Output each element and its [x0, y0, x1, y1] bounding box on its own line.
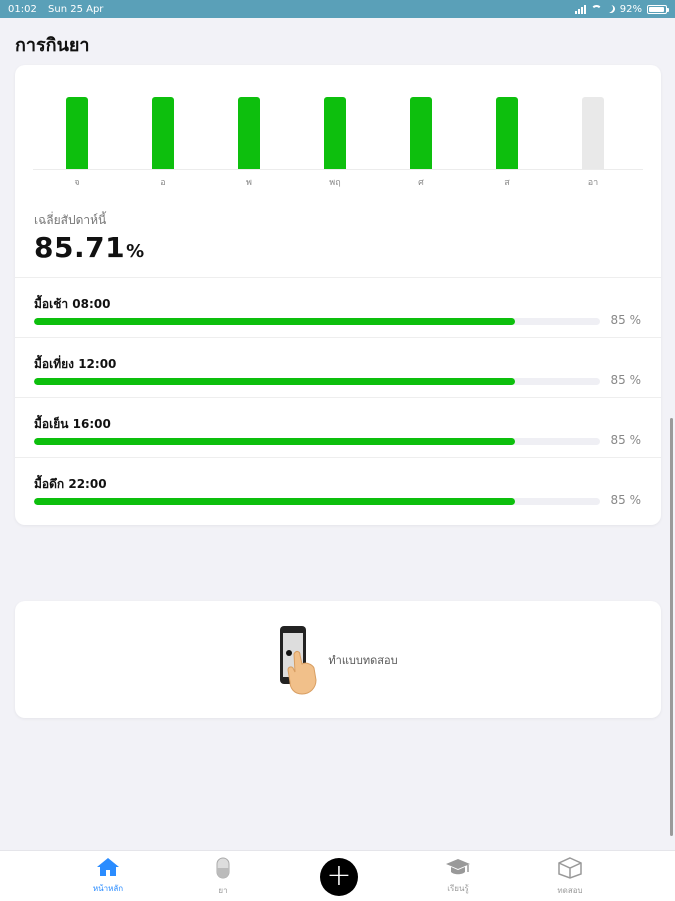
tab-bar: หน้าหลัก ยา + เรียนรู้ ทดสอบ	[0, 850, 675, 901]
meal-row-night: มื้อดึก 22:00 85 %	[15, 457, 661, 518]
weekly-adherence-chart: จ อ พ พฤ ศ ส อา	[33, 75, 643, 195]
moon-icon	[606, 4, 616, 14]
status-time: 01:02	[8, 3, 37, 15]
chart-bar-track	[66, 97, 88, 169]
chart-day-label: พ	[246, 178, 252, 188]
tab-label: เรียนรู้	[447, 884, 469, 893]
tab-home[interactable]: หน้าหลัก	[68, 857, 148, 895]
medication-summary-card: จ อ พ พฤ ศ ส อา เฉลี่ยสัปดาห์นี้ 85.71% มื้อเช…	[15, 65, 661, 525]
chart-bar	[324, 97, 346, 169]
chart-bar	[582, 97, 604, 169]
chart-day-1: อ	[120, 75, 206, 195]
chart-bar	[66, 97, 88, 169]
graduation-cap-icon	[446, 859, 470, 875]
chart-day-label: ส	[504, 178, 510, 188]
meal-row-dinner: มื้อเย็น 16:00 85 %	[15, 397, 661, 458]
plus-icon: +	[326, 858, 352, 893]
meal-percent: 85 %	[610, 373, 642, 387]
meal-row-breakfast: มื้อเช้า 08:00 85 %	[15, 277, 661, 338]
meal-label: มื้อเย็น 16:00	[34, 417, 111, 431]
scroll-indicator[interactable]	[670, 418, 673, 836]
chart-bar-track	[324, 97, 346, 169]
weekly-average-unit: %	[126, 241, 145, 262]
meal-row-lunch: มื้อเที่ยง 12:00 85 %	[15, 337, 661, 398]
meal-percent: 85 %	[610, 493, 642, 507]
phone-tap-icon	[280, 625, 317, 695]
meal-percent: 85 %	[610, 433, 642, 447]
chart-day-label: จ	[74, 178, 80, 188]
chart-baseline	[33, 169, 643, 170]
status-date: Sun 25 Apr	[48, 3, 104, 15]
meal-progress-track	[34, 498, 600, 505]
cellular-signal-icon	[574, 4, 586, 14]
meal-progress-fill	[34, 318, 516, 325]
weekly-average-value: 85.71%	[34, 231, 145, 264]
home-icon	[97, 858, 119, 876]
tab-label: หน้าหลัก	[92, 884, 124, 893]
meal-progress-track	[34, 318, 600, 325]
meal-percent: 85 %	[610, 313, 642, 327]
tab-test[interactable]: ทดสอบ	[530, 857, 610, 897]
chart-bar-track	[238, 97, 260, 169]
meal-progress-track	[34, 378, 600, 385]
meal-label: มื้อเที่ยง 12:00	[34, 357, 117, 371]
wifi-icon	[590, 5, 602, 13]
chart-bar-track	[582, 97, 604, 169]
tab-label: ทดสอบ	[557, 886, 583, 895]
battery-icon	[647, 4, 669, 14]
battery-percent: 92%	[619, 3, 642, 15]
take-test-label: ทำแบบทดสอบ	[328, 653, 398, 667]
take-test-button[interactable]: ทำแบบทดสอบ	[278, 624, 398, 696]
tab-medicine[interactable]: ยา	[183, 857, 263, 897]
chart-bar	[410, 97, 432, 169]
chart-bar-track	[496, 97, 518, 169]
chart-bar	[496, 97, 518, 169]
chart-bar-track	[152, 97, 174, 169]
chart-day-6: อา	[550, 75, 636, 195]
chart-bar	[152, 97, 174, 169]
meal-progress-fill	[34, 378, 516, 385]
page-title: การกินยา	[15, 35, 90, 56]
chart-bar-track	[410, 97, 432, 169]
weekly-average-label: เฉลี่ยสัปดาห์นี้	[34, 213, 107, 227]
chart-bar	[238, 97, 260, 169]
add-button[interactable]: +	[320, 858, 358, 896]
chart-day-label: อา	[587, 178, 599, 188]
meal-progress-fill	[34, 438, 516, 445]
weekly-average-number: 85.71	[34, 231, 126, 264]
box-icon	[558, 857, 582, 879]
meal-label: มื้อดึก 22:00	[34, 477, 107, 491]
chart-day-label: พฤ	[329, 178, 341, 188]
chart-day-label: อ	[160, 178, 166, 188]
meal-label: มื้อเช้า 08:00	[34, 297, 111, 311]
chart-day-2: พ	[206, 75, 292, 195]
pill-icon	[216, 857, 230, 879]
meal-progress-fill	[34, 498, 516, 505]
tab-learn[interactable]: เรียนรู้	[418, 857, 498, 895]
chart-day-4: ศ	[378, 75, 464, 195]
meal-progress-track	[34, 438, 600, 445]
chart-day-0: จ	[34, 75, 120, 195]
chart-day-3: พฤ	[292, 75, 378, 195]
chart-day-label: ศ	[418, 178, 424, 188]
take-test-card[interactable]: ทำแบบทดสอบ	[15, 601, 661, 718]
chart-day-5: ส	[464, 75, 550, 195]
tab-label: ยา	[218, 886, 228, 895]
status-bar: 01:02 Sun 25 Apr 92%	[0, 0, 675, 18]
